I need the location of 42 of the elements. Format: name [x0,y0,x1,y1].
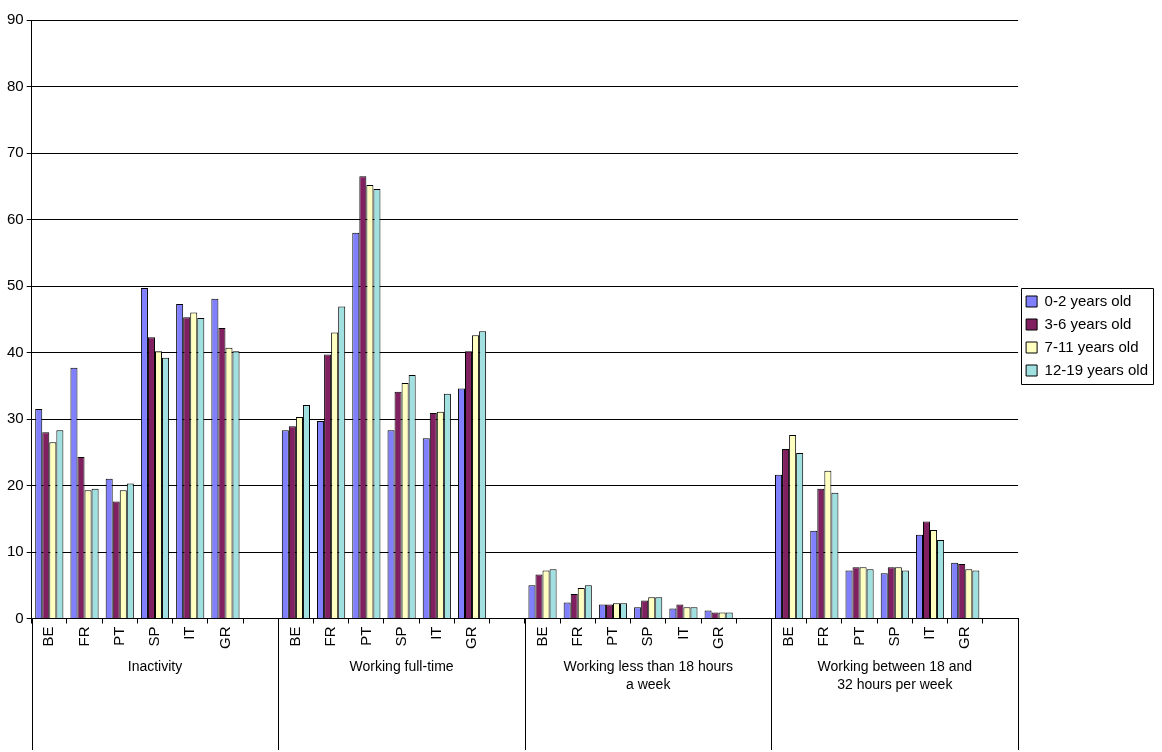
x-tick-label: BE [532,626,550,647]
x-tick-label: FR [321,626,339,647]
y-tick-label: 80 [7,76,24,94]
x-tick-label: BE [39,626,57,647]
legend-label: 3-6 years old [1044,314,1132,332]
legend-label: 12-19 years old [1044,360,1149,378]
x-tick-label: GR [708,626,726,649]
y-tick-label: 70 [7,143,24,161]
y-tick-label: 50 [7,276,24,294]
x-tick-label: GR [215,626,233,649]
y-tick-label: 90 [7,10,24,28]
y-tick-label: 0 [15,608,24,626]
y-tick-label: 20 [7,475,24,493]
legend-label: 7-11 years old [1044,337,1139,355]
x-tick-label: FR [814,626,832,647]
x-tick-label: IT [673,626,691,640]
x-tick-label: SP [638,626,656,647]
x-tick-label: FR [567,626,585,647]
y-tick-label: 30 [7,409,24,427]
x-tick-label: IT [920,626,938,640]
text: Inactivity [127,657,183,674]
y-tick-label: 40 [7,342,24,360]
x-tick-label: SP [884,626,902,647]
x-tick-label: PT [356,626,374,646]
x-tick-label: BE [779,626,797,647]
x-tick-label: PT [603,626,621,646]
x-tick-label: PT [849,626,867,646]
x-tick-label: IT [426,626,444,640]
x-tick-label: BE [286,626,304,647]
x-tick-label: GR [955,626,973,649]
text: Working full-time [349,657,454,674]
x-tick-label: SP [145,626,163,647]
legend-label: 0-2 years old [1044,291,1132,309]
text: Working less than 18 hours a week [563,657,733,692]
y-tick-label: 10 [7,542,24,560]
x-tick-label: SP [391,626,409,647]
y-tick-label: 60 [7,209,24,227]
x-tick-label: PT [109,626,127,646]
x-tick-label: IT [180,626,198,640]
x-tick-label: GR [462,626,480,649]
text: Working between 18 and 32 hours per week [817,657,973,692]
x-tick-label: FR [74,626,92,647]
